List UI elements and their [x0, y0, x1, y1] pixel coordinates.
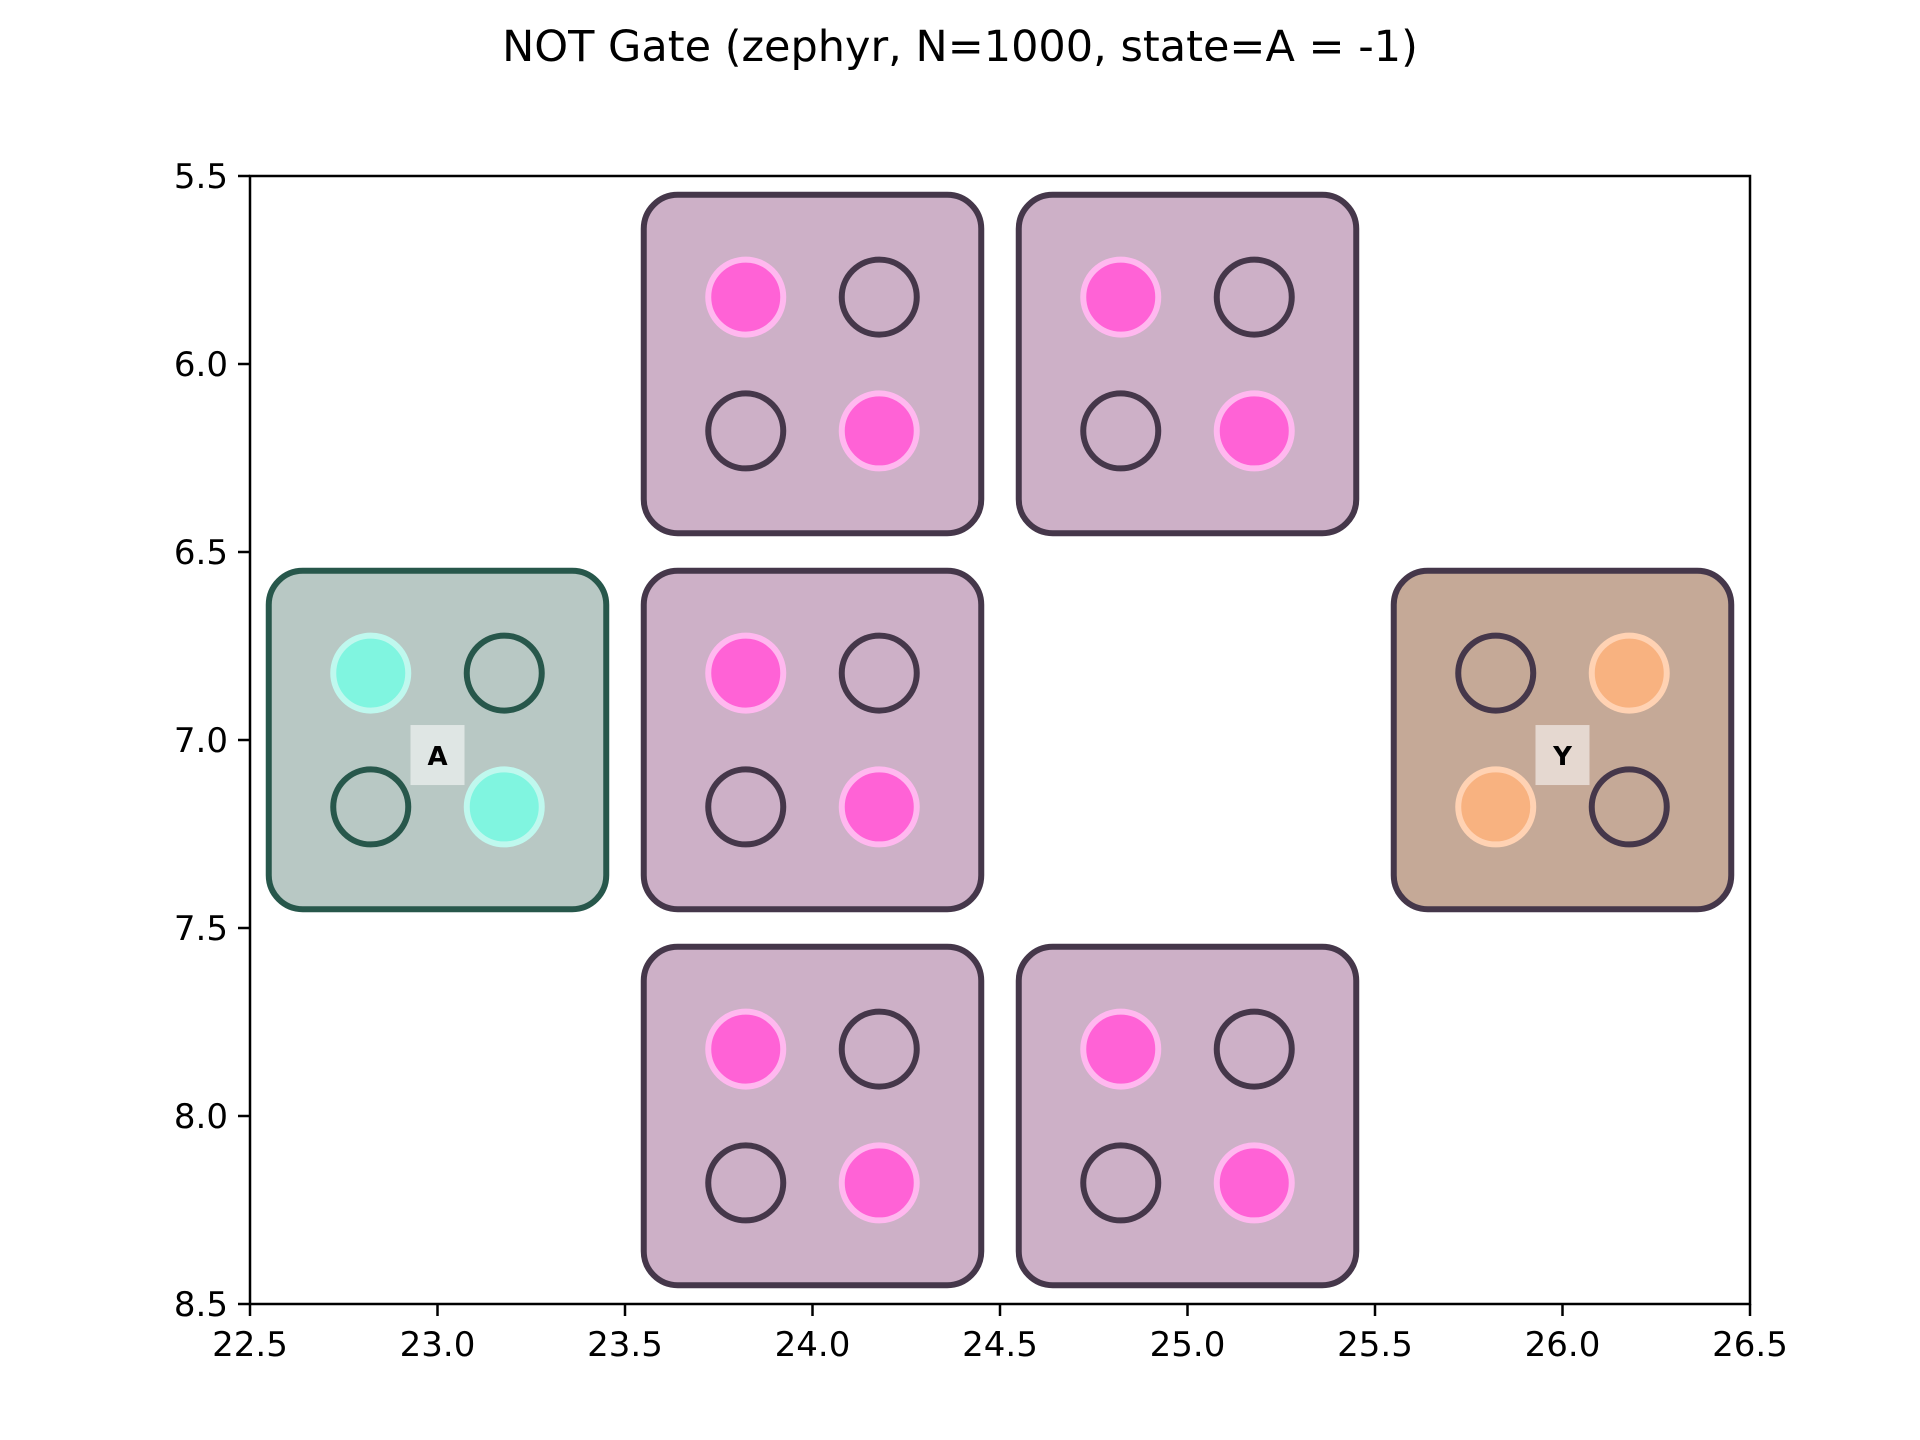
qubit-dot-empty — [838, 632, 920, 714]
qubit-dot-empty — [705, 766, 787, 848]
qubit-dot-empty — [705, 1142, 787, 1224]
qubit-dot-filled — [838, 766, 920, 848]
tile-label: A — [427, 742, 447, 772]
tile-top-right — [1015, 191, 1360, 537]
qubit-dot-filled — [1455, 766, 1537, 848]
tile-label-box — [1535, 725, 1590, 786]
x-tick-label: 22.5 — [212, 1325, 288, 1365]
y-tick-label: 7.5 — [174, 909, 228, 949]
tile-y: Y — [1390, 567, 1735, 913]
tile-bottom-right — [1015, 943, 1360, 1289]
qubit-dot-empty — [1213, 256, 1295, 338]
tile-body — [1015, 943, 1360, 1289]
qubit-dot-empty — [463, 632, 545, 714]
tile-top-left — [640, 191, 985, 537]
y-axis: 5.5 6.0 6.5 7.0 7.5 8.0 8.5 — [174, 157, 250, 1325]
qubit-dot-filled — [463, 766, 545, 848]
qubit-dot-empty — [838, 256, 920, 338]
tile-body — [1015, 191, 1360, 537]
x-tick-label: 25.5 — [1337, 1325, 1413, 1365]
qubit-dot-empty — [330, 766, 412, 848]
qubit-dot-empty — [1213, 1008, 1295, 1090]
qubit-dot-filled — [838, 390, 920, 472]
tile-body — [640, 191, 985, 537]
qubit-dot-empty — [1080, 1142, 1162, 1224]
y-tick-label: 6.5 — [174, 533, 228, 573]
x-tick-label: 26.0 — [1525, 1325, 1601, 1365]
tile-a: A — [265, 567, 610, 913]
x-tick-label: 23.5 — [587, 1325, 663, 1365]
x-tick-label: 24.5 — [962, 1325, 1038, 1365]
qubit-dot-empty — [705, 390, 787, 472]
x-axis: 22.5 23.0 23.5 24.0 24.5 25.0 25.5 26.0 26.5 — [212, 1304, 1788, 1365]
qubit-dot-filled — [705, 632, 787, 714]
x-tick-label: 25.0 — [1150, 1325, 1226, 1365]
qubit-dot-empty — [838, 1008, 920, 1090]
qubit-dot-filled — [1588, 632, 1670, 714]
qubit-dot-filled — [1080, 1008, 1162, 1090]
y-tick-label: 6.0 — [174, 345, 228, 385]
chart-title: NOT Gate (zephyr, N=1000, state=A = -1) — [502, 22, 1418, 72]
qubit-dot-filled — [838, 1142, 920, 1224]
tile-middle — [640, 567, 985, 913]
qubit-dot-filled — [1080, 256, 1162, 338]
qubit-dot-empty — [1588, 766, 1670, 848]
qubit-dot-empty — [1455, 632, 1537, 714]
y-tick-label: 5.5 — [174, 157, 228, 197]
x-tick-label: 24.0 — [775, 1325, 851, 1365]
tile-body — [640, 943, 985, 1289]
qubit-dot-filled — [705, 256, 787, 338]
y-tick-label: 7.0 — [174, 721, 228, 761]
qubit-dot-filled — [1213, 1142, 1295, 1224]
y-tick-label: 8.0 — [174, 1097, 228, 1137]
qubit-dot-filled — [330, 632, 412, 714]
qubit-dot-empty — [1080, 390, 1162, 472]
y-tick-label: 8.5 — [174, 1285, 228, 1325]
tile-bottom-left — [640, 943, 985, 1289]
x-tick-label: 23.0 — [400, 1325, 476, 1365]
tile-label: Y — [1552, 742, 1573, 772]
qubit-dot-filled — [705, 1008, 787, 1090]
x-tick-label: 26.5 — [1712, 1325, 1788, 1365]
tile-label-box — [410, 725, 465, 786]
tile-body — [640, 567, 985, 913]
qubit-dot-filled — [1213, 390, 1295, 472]
